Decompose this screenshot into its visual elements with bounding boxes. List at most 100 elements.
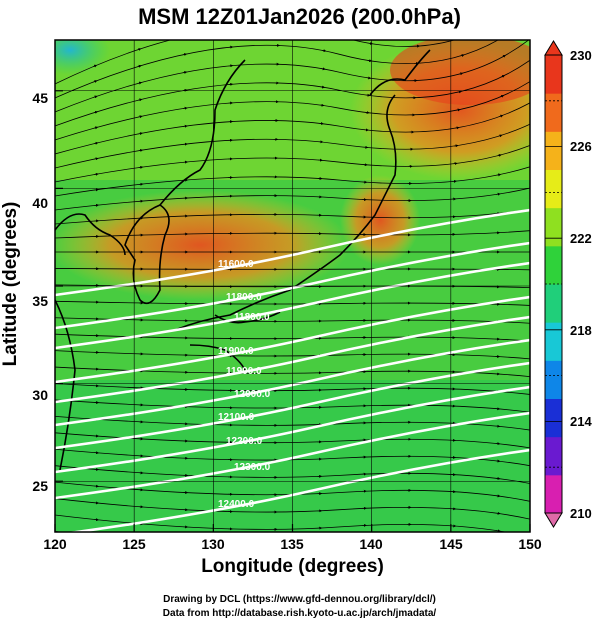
- contour-label: 12400.0: [218, 499, 255, 510]
- colorbar-segment: [545, 131, 562, 170]
- colorbar-label: 222: [570, 231, 592, 246]
- colorbar-segment: [545, 436, 562, 476]
- streamline-arrow: [498, 114, 504, 118]
- streamline-arrow: [455, 126, 460, 130]
- contour-label: 11900.0: [226, 366, 262, 377]
- contour-label: 12100.0: [218, 412, 255, 423]
- contour-label: 11800.0: [234, 312, 270, 323]
- streamline-arrow: [462, 36, 466, 37]
- streamline-arrow: [320, 85, 326, 89]
- contour-label: 11900.0: [218, 346, 254, 357]
- streamline: [55, 268, 530, 271]
- colorbar-label: 226: [570, 139, 592, 154]
- streamline: [55, 514, 508, 532]
- credit-drawing: Drawing by DCL (https://www.gfd-dennou.o…: [163, 594, 436, 605]
- streamline-arrow: [137, 98, 143, 102]
- x-tick-label: 150: [518, 536, 542, 552]
- streamline-arrow: [458, 72, 464, 76]
- streamline-arrow: [367, 59, 373, 63]
- streamline: [55, 166, 530, 197]
- colorbar-segment: [545, 360, 562, 399]
- y-axis-label: Latitude (degrees): [0, 201, 21, 367]
- y-tick-label: 40: [32, 195, 48, 211]
- streamline: [55, 481, 530, 502]
- axis-ticks: [54, 90, 531, 532]
- streamline-arrow: [497, 153, 502, 157]
- y-tick-label: 45: [32, 90, 48, 106]
- streamline-arrow: [94, 188, 99, 192]
- streamline: [55, 333, 530, 342]
- x-tick-label: 140: [359, 536, 383, 552]
- streamline-arrow: [138, 165, 144, 169]
- colorbar-label: 218: [570, 323, 592, 338]
- streamline-arrow: [501, 55, 506, 58]
- streamline-arrow: [498, 134, 503, 138]
- streamline: [55, 123, 530, 169]
- streamline-arrow: [460, 54, 465, 57]
- colorbar: [544, 40, 563, 528]
- streamline-arrow: [137, 81, 143, 85]
- height-contour-labels: 11600.0 11800.0 11800.0 11900.0 11900.0 12000…: [218, 259, 271, 510]
- streamline-arrow: [496, 511, 501, 515]
- streamline-arrow: [93, 126, 99, 130]
- streamline-arrow: [366, 76, 372, 80]
- colorbar-label: 214: [570, 414, 592, 429]
- contour-label: 12000.0: [234, 389, 271, 400]
- contour-label: 12200.0: [226, 436, 263, 447]
- colorbar-overflow-arrow: [544, 40, 563, 56]
- streamline-arrow: [93, 80, 98, 83]
- colorbar-underflow-arrow: [544, 512, 563, 528]
- contour-label: 11600.0: [218, 259, 254, 270]
- colorbar-label: 210: [570, 506, 592, 521]
- colorbar-segment: [545, 398, 562, 438]
- height-contours: [55, 208, 530, 532]
- streamline: [55, 350, 530, 360]
- colorbar-segment: [545, 245, 562, 285]
- streamline-arrow: [182, 53, 188, 56]
- streamline: [55, 432, 530, 449]
- contour-label: 11800.0: [226, 292, 262, 303]
- height-contour: [55, 261, 530, 350]
- streamline-arrow: [503, 35, 506, 37]
- streamline: [55, 102, 530, 155]
- height-contour: [55, 361, 530, 450]
- streamline-arrow: [321, 49, 327, 53]
- streamline-arrow: [183, 124, 188, 128]
- colorbar-segment: [545, 322, 562, 361]
- colorbar-label: 230: [570, 48, 592, 63]
- streamline-arrow: [323, 32, 327, 33]
- streamline-arrow: [182, 36, 186, 37]
- x-tick-label: 135: [280, 536, 304, 552]
- x-tick-label: 130: [201, 536, 225, 552]
- streamline-arrow: [499, 95, 505, 98]
- streamline-arrow: [457, 90, 462, 94]
- height-contour: [55, 241, 530, 330]
- streamline-arrow: [92, 64, 98, 68]
- colorbar-segment: [545, 55, 562, 94]
- streamline-arrow: [93, 110, 98, 114]
- streamline-arrow: [93, 141, 99, 145]
- y-tick-label: 25: [32, 478, 48, 494]
- streamline-arrow: [456, 108, 461, 112]
- colorbar-segment: [545, 207, 562, 247]
- streamline: [55, 366, 530, 378]
- height-contour: [55, 411, 530, 500]
- y-tick-label: 30: [32, 387, 48, 403]
- streamline: [55, 81, 530, 141]
- streamline: [55, 187, 530, 211]
- streamline-arrow: [137, 64, 142, 68]
- streamline: [55, 465, 530, 484]
- streamline-arrow: [504, 15, 507, 17]
- height-contour: [55, 295, 530, 384]
- colorbar-segment: [545, 169, 562, 209]
- streamline-arrow: [94, 157, 99, 161]
- streamline-arrow: [496, 548, 500, 549]
- height-contour: [55, 385, 530, 474]
- streamline-arrow: [319, 103, 325, 107]
- streamline-arrow: [495, 494, 501, 498]
- streamline: [55, 40, 456, 85]
- streamline-arrow: [365, 93, 371, 97]
- streamline-arrow: [182, 70, 188, 74]
- streamline-arrow: [500, 75, 506, 78]
